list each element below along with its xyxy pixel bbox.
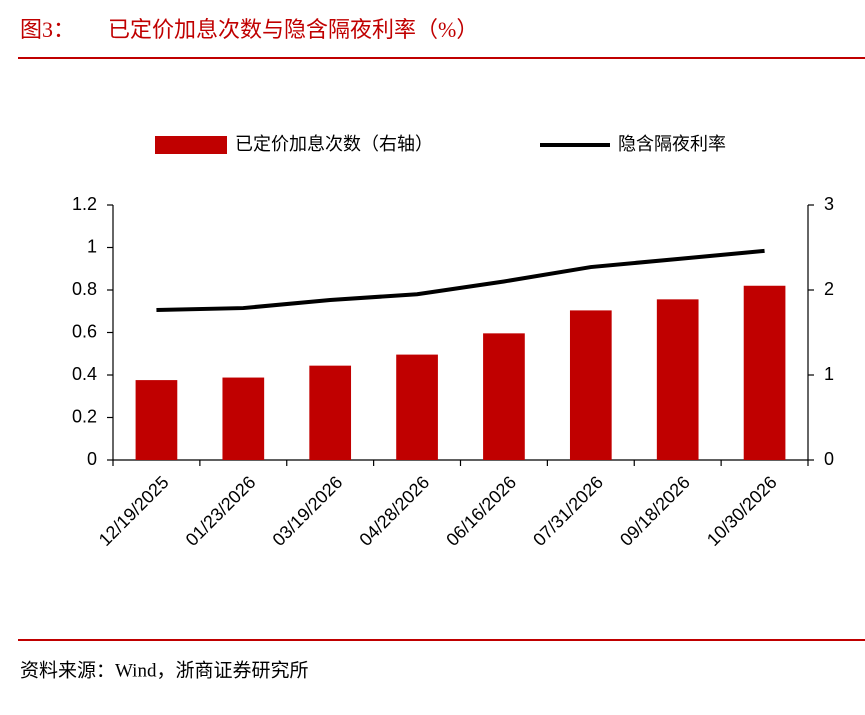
- x-tick-label: 12/19/2025: [95, 472, 173, 550]
- y-tick-label: 1.2: [72, 194, 97, 214]
- bar: [309, 365, 352, 460]
- x-tick-label: 10/30/2026: [703, 472, 781, 550]
- bar: [569, 310, 612, 460]
- legend-label: 已定价加息次数（右轴）: [235, 134, 433, 154]
- y2-tick-label: 3: [824, 194, 834, 214]
- bar: [222, 377, 265, 460]
- bar: [743, 285, 786, 460]
- x-tick-label: 09/18/2026: [616, 472, 694, 550]
- legend-swatch: [155, 136, 227, 154]
- legend-label: 隐含隔夜利率: [618, 134, 726, 154]
- y2-tick-label: 2: [824, 279, 834, 299]
- y-tick-label: 1: [87, 236, 97, 256]
- chart-title: 已定价加息次数与隐含隔夜利率（%）: [108, 17, 478, 42]
- y-tick-label: 0.4: [72, 364, 97, 384]
- y-tick-label: 0.2: [72, 406, 97, 426]
- bar: [396, 354, 438, 460]
- y-tick-label: 0.8: [72, 279, 97, 299]
- x-tick-label: 06/16/2026: [442, 472, 520, 550]
- y2-tick-label: 0: [824, 449, 834, 469]
- x-tick-label: 07/31/2026: [529, 472, 607, 550]
- figure-label: 图3：: [20, 17, 75, 42]
- source-note: 资料来源：Wind，浙商证券研究所: [20, 659, 308, 681]
- bar: [135, 380, 178, 460]
- y-tick-label: 0.6: [72, 321, 97, 341]
- y2-tick-label: 1: [824, 364, 834, 384]
- bar: [483, 333, 525, 460]
- x-tick-label: 01/23/2026: [182, 472, 260, 550]
- x-tick-label: 03/19/2026: [269, 472, 347, 550]
- line: [156, 248, 765, 312]
- y-tick-label: 0: [87, 449, 97, 469]
- bar: [656, 299, 699, 460]
- x-tick-label: 04/28/2026: [355, 472, 433, 550]
